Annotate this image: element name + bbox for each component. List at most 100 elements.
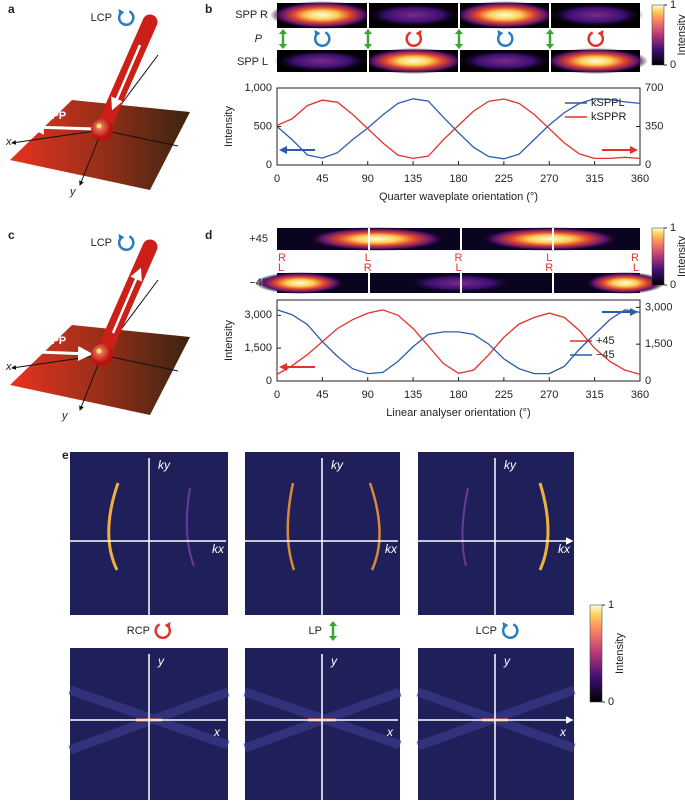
k-ring bbox=[538, 482, 550, 571]
series-line bbox=[276, 309, 641, 376]
ky-label: ky bbox=[504, 458, 517, 472]
metal-plane bbox=[10, 325, 190, 415]
kx-label: kx bbox=[212, 542, 225, 556]
colorbar-tick-label: 1 bbox=[670, 0, 676, 11]
k-arrow bbox=[29, 119, 96, 135]
colorbar-tick-label: 0 bbox=[670, 279, 676, 291]
strip-spot bbox=[255, 272, 345, 294]
lcp-icon bbox=[496, 29, 514, 48]
strip-spot bbox=[270, 1, 374, 29]
y-label: y bbox=[61, 410, 69, 422]
plot-frame bbox=[276, 87, 641, 166]
colorbar-label: Intensity bbox=[676, 14, 685, 55]
panel-label: c bbox=[8, 228, 15, 242]
y2-tick-label: 350 bbox=[645, 120, 663, 132]
x-label: x bbox=[213, 725, 221, 739]
divider bbox=[368, 228, 554, 293]
strip-spot bbox=[274, 50, 370, 72]
y2-tick-label: 0 bbox=[645, 375, 651, 387]
kx-label: kx bbox=[385, 542, 398, 556]
k-label: kSPP bbox=[38, 110, 66, 122]
k-axis bbox=[70, 458, 572, 615]
divider bbox=[367, 3, 551, 72]
x-label: x bbox=[5, 361, 12, 373]
x-tick-label: 180 bbox=[449, 389, 467, 401]
panel-label: d bbox=[205, 228, 212, 242]
strip-spot bbox=[548, 3, 644, 27]
k-arrow bbox=[37, 346, 93, 362]
row-label: SPP L bbox=[237, 56, 268, 68]
mark-label: L bbox=[278, 262, 284, 274]
lcp-icon bbox=[117, 233, 135, 252]
polarization-label: LCP bbox=[91, 237, 112, 249]
x-tick-label: 0 bbox=[274, 389, 280, 401]
row-label: SPP R bbox=[235, 9, 268, 21]
panel-d-strips: d +45 −45 bbox=[205, 227, 665, 294]
y-label: y bbox=[69, 186, 77, 198]
x-tick-label: 90 bbox=[362, 389, 374, 401]
beam-arrow bbox=[111, 44, 142, 111]
x-tick-label: 45 bbox=[316, 389, 328, 401]
x-tick-label: 180 bbox=[449, 173, 467, 185]
lp-icon bbox=[327, 621, 339, 641]
lp-icon bbox=[362, 29, 374, 49]
mark-label: L bbox=[633, 262, 639, 274]
lp-icon bbox=[277, 29, 289, 49]
rcp-icon bbox=[154, 621, 172, 640]
mark-label: R bbox=[545, 262, 553, 274]
k-ring bbox=[368, 482, 381, 571]
series-line bbox=[276, 98, 641, 160]
y-tick-label: 3,000 bbox=[244, 309, 272, 321]
lcp-icon bbox=[313, 29, 331, 48]
strip-spot bbox=[480, 227, 620, 251]
k-ring bbox=[461, 487, 469, 567]
mark-label: L bbox=[365, 252, 371, 264]
y2-tick-label: 700 bbox=[645, 82, 663, 94]
k-image bbox=[418, 452, 574, 615]
x-label: x bbox=[386, 725, 394, 739]
strip-spot bbox=[457, 50, 553, 72]
x-tick-label: 135 bbox=[404, 389, 422, 401]
strip-spot bbox=[453, 1, 557, 29]
x-tick-label: 360 bbox=[631, 173, 649, 185]
legend-label: +45 bbox=[596, 335, 615, 347]
polarization-label: LCP bbox=[91, 12, 112, 24]
x-tick-label: 360 bbox=[631, 389, 649, 401]
polarization-label: LP bbox=[309, 625, 322, 637]
ky-label: ky bbox=[331, 458, 344, 472]
series-line bbox=[276, 309, 641, 375]
lp-icon bbox=[453, 29, 465, 49]
colorbar-tick-label: 1 bbox=[670, 222, 676, 234]
strip-spot bbox=[366, 3, 462, 27]
y-axis-label: Intensity bbox=[223, 320, 235, 361]
y-tick-label: 0 bbox=[266, 375, 272, 387]
x-label: x bbox=[5, 136, 12, 148]
y-tick-label: 1,500 bbox=[244, 342, 272, 354]
x-tick-label: 135 bbox=[404, 173, 422, 185]
strip-spot bbox=[544, 48, 648, 74]
axis-line bbox=[101, 129, 179, 147]
particle bbox=[91, 119, 113, 141]
y2-tick-label: 0 bbox=[645, 159, 651, 171]
mark-label: R bbox=[278, 252, 286, 264]
panel-label: b bbox=[205, 2, 212, 16]
x-tick-label: 270 bbox=[540, 173, 558, 185]
axis-arrow-head bbox=[630, 308, 638, 316]
mark-label: R bbox=[364, 262, 372, 274]
y2-tick-label: 1,500 bbox=[645, 338, 673, 350]
panel-c: c LCP kSPP x y bbox=[5, 228, 190, 422]
metal-plane bbox=[10, 100, 190, 190]
x-tick-label: 315 bbox=[585, 389, 603, 401]
x-tick-label: 225 bbox=[495, 173, 513, 185]
panel-e: e ky ky ky kx kx kx y y y x x x RCP LP L… bbox=[62, 448, 574, 800]
ky-label: ky bbox=[158, 458, 171, 472]
k-ring bbox=[286, 482, 296, 571]
colorbar-tick-label: 0 bbox=[608, 696, 614, 708]
legend-label: −45 bbox=[596, 349, 615, 361]
panel-b-strips: b SPP R P SPP L bbox=[205, 1, 648, 74]
x-tick-label: 225 bbox=[495, 389, 513, 401]
colorbar-tick-label: 0 bbox=[670, 59, 676, 71]
particle-highlight bbox=[96, 348, 102, 354]
series-line bbox=[276, 98, 641, 160]
